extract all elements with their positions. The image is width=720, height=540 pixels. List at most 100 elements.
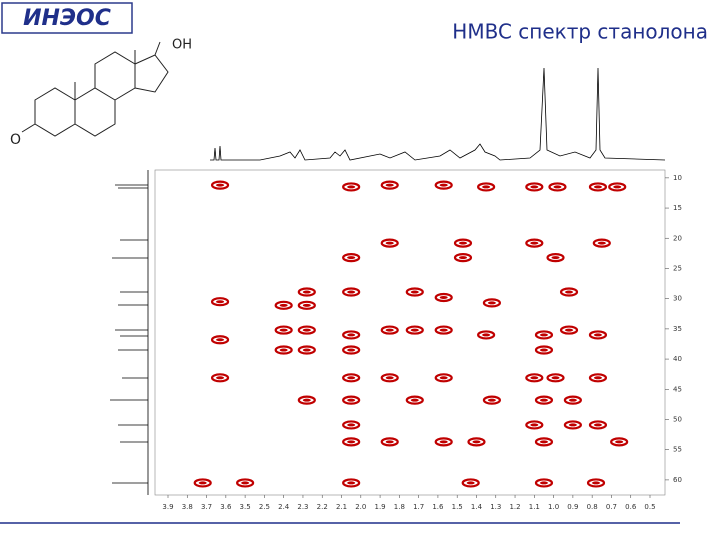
- x-tick-label: 1.1: [529, 503, 540, 511]
- cross-peak-core: [593, 333, 602, 337]
- y-tick-label: 15: [673, 204, 682, 212]
- cross-peak-core: [279, 328, 288, 332]
- x-tick-label: 2.2: [317, 503, 328, 511]
- x-tick-label: 1.3: [490, 503, 501, 511]
- y-tick-label: 45: [673, 385, 682, 393]
- y-tick-label: 55: [673, 446, 682, 454]
- cross-peak: [210, 373, 230, 383]
- cross-peak-core: [530, 376, 539, 380]
- cross-peak: [342, 478, 361, 488]
- molecule: [21, 41, 169, 137]
- cross-peak: [297, 325, 316, 335]
- cross-peak-core: [593, 423, 602, 427]
- cross-peak-core: [347, 423, 356, 427]
- cross-peak-core: [539, 398, 548, 402]
- logo: ИНЭОС: [23, 6, 111, 31]
- cross-peak: [563, 420, 582, 430]
- x-tick-label: 1.9: [375, 503, 386, 511]
- cross-peak-core: [410, 290, 419, 294]
- cross-peak-core: [565, 290, 574, 294]
- cross-peak: [274, 300, 293, 310]
- cross-peak: [405, 395, 424, 405]
- cross-peak-core: [539, 440, 548, 444]
- cross-peak: [210, 297, 230, 307]
- cross-peak: [434, 373, 453, 383]
- x-tick-label: 3.7: [201, 503, 212, 511]
- molecule-label: O: [10, 132, 21, 148]
- x-tick-label: 1.5: [452, 503, 463, 511]
- x-tick-label: 1.6: [432, 503, 444, 511]
- cross-peak-core: [385, 241, 394, 245]
- cross-peak: [434, 292, 453, 303]
- cross-peak: [546, 373, 565, 383]
- cross-peak: [380, 373, 399, 383]
- x-tick-label: 0.7: [606, 503, 617, 511]
- cross-peak-core: [347, 440, 356, 444]
- cross-peak-core: [241, 481, 250, 485]
- cross-peak-core: [347, 185, 356, 189]
- cross-peak-core: [530, 423, 539, 427]
- cross-peak-core: [410, 398, 419, 402]
- y-tick-label: 60: [673, 476, 682, 484]
- cross-peak-core: [302, 348, 311, 352]
- cross-peak-core: [472, 440, 481, 444]
- cross-peak-core: [482, 185, 491, 189]
- cross-peak: [608, 182, 627, 192]
- x-tick-label: 1.0: [548, 503, 559, 511]
- cross-peak: [342, 345, 361, 355]
- x-tick-label: 3.6: [220, 503, 232, 511]
- projection-f1: [110, 170, 149, 495]
- cross-peak-core: [439, 328, 448, 332]
- x-tick-label: 2.5: [259, 503, 270, 511]
- cross-peak: [548, 182, 567, 192]
- cross-peak-core: [539, 481, 548, 485]
- x-tick-label: 0.6: [625, 503, 637, 511]
- cross-peak: [588, 330, 608, 340]
- cross-peak: [453, 252, 473, 263]
- cross-peak-core: [593, 185, 602, 189]
- x-tick-label: 1.7: [413, 503, 424, 511]
- cross-peak-core: [302, 303, 311, 307]
- cross-peak-core: [279, 348, 288, 352]
- molecule-label: OH: [172, 38, 192, 53]
- x-tick-label: 2.0: [355, 503, 366, 511]
- cross-peak: [342, 252, 361, 263]
- x-tick-label: 3.8: [182, 503, 193, 511]
- cross-peak-core: [593, 376, 602, 380]
- plot-frame: [154, 169, 666, 496]
- cross-peak: [380, 325, 399, 335]
- cross-peak: [342, 373, 361, 383]
- cross-peak: [297, 345, 316, 355]
- cross-peak-core: [385, 440, 394, 444]
- cross-peak-core: [551, 376, 560, 380]
- cross-peak: [534, 395, 554, 405]
- y-tick-label: 20: [673, 234, 682, 242]
- cross-peak-core: [347, 333, 356, 337]
- cross-peak-core: [613, 185, 622, 189]
- cross-peak-core: [565, 328, 574, 332]
- x-tick-label: 2.4: [278, 503, 290, 511]
- cross-peak-core: [487, 301, 496, 305]
- cross-peak-core: [482, 333, 491, 337]
- cross-peak: [461, 478, 480, 488]
- x-tick-label: 3.9: [162, 503, 173, 511]
- cross-peak: [563, 395, 582, 405]
- cross-peak: [525, 182, 544, 192]
- x-tick-label: 0.8: [587, 503, 598, 511]
- cross-peak-core: [439, 183, 448, 187]
- cross-peak: [193, 478, 212, 488]
- cross-peak-core: [216, 300, 225, 304]
- cross-peak-core: [347, 376, 356, 380]
- x-tick-label: 1.2: [509, 503, 520, 511]
- cross-peak-core: [216, 183, 225, 187]
- cross-peak: [434, 437, 453, 447]
- cross-peak-core: [347, 481, 356, 485]
- cross-peak-core: [551, 256, 560, 260]
- cross-peak: [297, 287, 316, 297]
- cross-peak-core: [347, 398, 356, 402]
- cross-peak: [342, 287, 361, 297]
- y-tick-label: 10: [673, 174, 682, 182]
- cross-peak: [482, 395, 502, 405]
- x-tick-label: 3.5: [240, 503, 251, 511]
- cross-peak: [610, 437, 629, 447]
